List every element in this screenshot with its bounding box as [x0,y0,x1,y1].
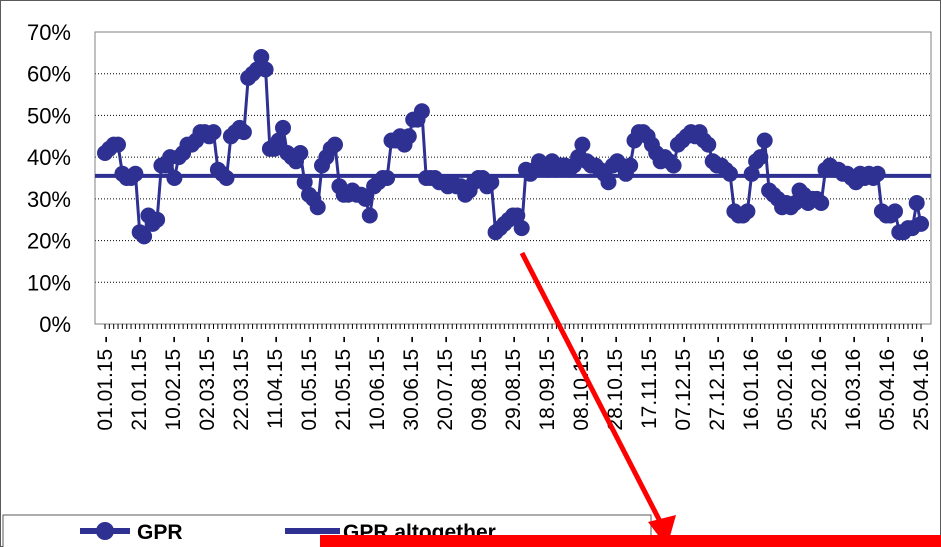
series-gpr-point [327,136,343,153]
series-gpr-point [292,145,309,161]
y-tick-label: 20% [27,229,71,254]
x-tick-label: 27.12.15 - [706,336,729,431]
series-gpr-point [270,132,287,149]
legend-gpr-label: GPR [137,521,183,544]
series-gpr-point [253,49,270,65]
x-tick-label: 05.02.16 - [774,336,797,431]
x-tick-label: 16.01.16 - [740,336,763,431]
x-tick-label: 30.06.15 - [400,336,423,431]
series-gpr-point [513,220,530,237]
x-tick-label: 11.04.15 - [264,336,287,429]
legend-gpr-marker [96,522,114,540]
series-gpr-point [600,174,617,191]
x-tick-label: 01.01.15 - [94,336,117,431]
y-tick-label: 0% [39,312,71,337]
series-gpr-point [739,203,756,220]
series-gpr-point [110,136,126,153]
series-gpr-point [700,136,717,153]
series-gpr-point [722,165,738,182]
x-tick-label: 02.03.15 - [196,336,219,431]
x-tick-label: 05.04.16 - [876,336,899,431]
series-gpr-point [166,170,183,186]
series-gpr-point [622,157,639,174]
y-tick-label: 40% [27,145,71,170]
y-tick-label: 60% [27,62,71,87]
y-tick-label: 70% [27,20,71,45]
series-gpr-point [218,170,235,186]
series-gpr-point [869,165,886,182]
series-gpr-point [309,199,326,216]
series-gpr-point [413,103,430,120]
series-gpr-point [752,149,769,166]
x-tick-label: 10.06.15 - [366,336,389,431]
x-tick-label: 25.04.16 - [910,336,933,431]
arrow-shaft [519,251,670,537]
x-tick-label: 09.08.15 - [468,336,491,431]
series-gpr-point [813,195,830,211]
y-axis: 0% 10% 20% 30% 40% 50% 60% 70% [27,20,71,337]
series-gpr-point [379,170,396,186]
x-tick-label: 21.05.15 - [332,336,355,431]
x-axis: 01.01.15 - 21.01.15 - 10.02.15 - 02.03.15 -… [94,324,933,431]
series-gpr-point [275,119,291,136]
x-tick-label: 07.12.15 - [672,336,695,431]
series-gpr-point [296,174,313,191]
x-tick-label: 21.01.15 - [128,336,151,431]
series-gpr-point [574,136,591,153]
series-gpr-point [205,124,222,141]
x-tick-label: 22.03.15 - [230,336,253,431]
series-gpr-point [235,124,252,141]
gridlines [95,31,931,283]
series-gpr-point [887,203,903,220]
series-gpr-point [756,132,773,149]
y-tick-label: 10% [27,270,71,295]
series-gpr-point [743,165,760,182]
series-gpr-point [361,207,378,224]
series-layer [95,49,931,245]
series-gpr-point [400,128,417,145]
x-tick-label: 25.02.16 - [808,336,831,431]
y-tick-label: 50% [27,103,71,128]
series-gpr-point [913,215,929,232]
series-gpr-point [665,157,682,174]
series-gpr-point [357,190,374,207]
series-gpr-point [483,174,500,191]
x-tick-label: 16.03.16 - [842,336,865,431]
x-tick-label: 29.08.15 - [502,336,525,431]
highlight-bar [320,535,941,547]
series-gpr-point [136,228,153,245]
annotation-arrow [320,251,941,547]
x-tick-label: 01.05.15 - [298,336,321,431]
x-tick-label: 18.09.15 - [536,336,559,431]
series-gpr-point [509,207,526,224]
x-tick-label: 28.10.15 - [604,336,627,431]
series-gpr-point [908,195,925,211]
series-gpr-point [149,211,166,228]
series-gpr-point [127,165,144,182]
series-gpr-point [257,61,274,78]
y-tick-label: 30% [27,187,71,212]
x-tick-label: 20.07.15 - [434,336,457,431]
x-tick-label: 10.02.15 - [162,336,185,431]
x-tick-label: 17.11.15 - [638,336,661,429]
